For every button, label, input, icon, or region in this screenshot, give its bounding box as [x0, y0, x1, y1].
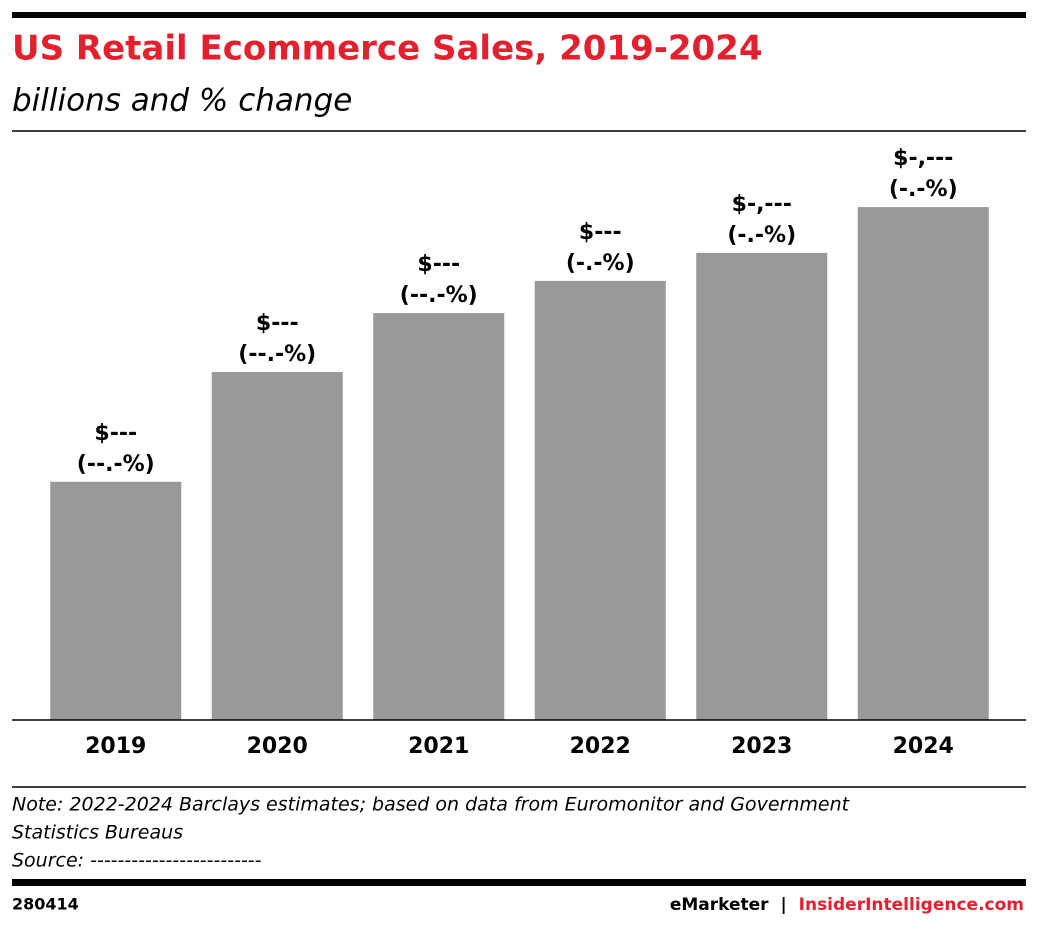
chart-subtitle: billions and % change [12, 83, 352, 119]
x-tick-label: 2024 [893, 734, 954, 759]
bar [373, 313, 505, 720]
value-label: $--- [579, 220, 622, 245]
note: Note: 2022-2024 Barclays estimates; base… [12, 794, 851, 816]
change-label: (--.-%) [400, 283, 478, 308]
bar [857, 207, 989, 721]
value-label: $--- [417, 252, 460, 277]
bar [534, 280, 666, 720]
bar [50, 481, 182, 720]
note: Statistics Bureaus [12, 822, 183, 844]
bar [211, 371, 343, 720]
value-label: $--- [94, 421, 137, 446]
footer-brand: eMarketer [670, 895, 769, 915]
chart-title: US Retail Ecommerce Sales, 2019-2024 [12, 29, 763, 69]
change-label: (-.-%) [889, 177, 958, 202]
footer-site: InsiderIntelligence.com [799, 895, 1024, 915]
change-label: (-.-%) [727, 223, 796, 248]
x-tick-label: 2022 [570, 734, 631, 759]
bar [696, 252, 828, 720]
value-label: $-,--- [732, 192, 792, 217]
x-tick-label: 2019 [85, 734, 146, 759]
value-label: $--- [256, 311, 299, 336]
change-label: (--.-%) [77, 452, 155, 477]
change-label: (-.-%) [566, 251, 635, 276]
footer: eMarketer | InsiderIntelligence.com [670, 895, 1024, 915]
x-tick-label: 2020 [247, 734, 308, 759]
footer-separator: | [781, 895, 787, 915]
x-tick-label: 2021 [408, 734, 469, 759]
source: Source: ------------------------- [12, 850, 262, 872]
change-label: (--.-%) [238, 342, 316, 367]
x-tick-label: 2023 [731, 734, 792, 759]
value-label: $-,--- [893, 146, 953, 171]
top-rule [12, 12, 1026, 18]
chart-id: 280414 [12, 895, 79, 914]
bottom-rule [12, 879, 1026, 886]
